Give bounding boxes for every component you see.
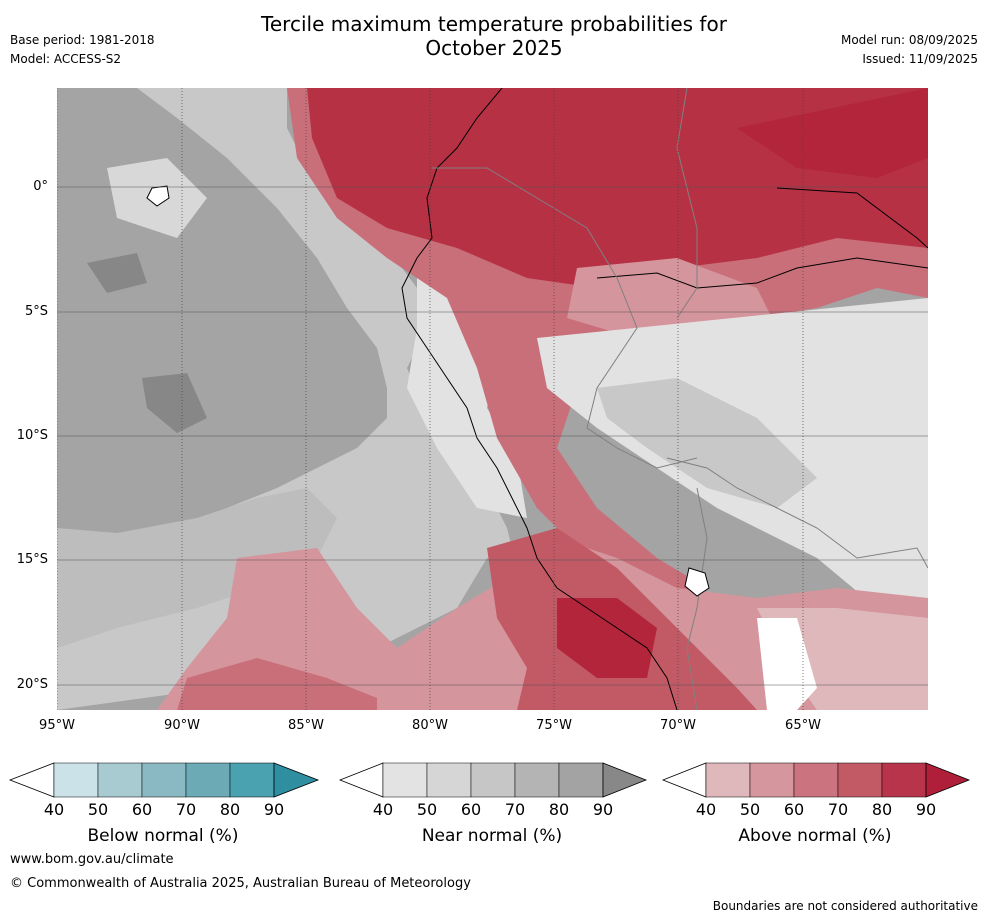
border-bolivia-brazil xyxy=(666,457,928,569)
colorbar-segment xyxy=(705,762,751,798)
colorbar-segment xyxy=(141,762,187,798)
colorbar-segment xyxy=(97,762,143,798)
colorbar-extend-high xyxy=(602,762,648,798)
lake-titicaca xyxy=(684,567,710,597)
lat-label-0: 0° xyxy=(33,179,48,194)
colorbar-label-below: Below normal (%) xyxy=(87,826,239,846)
border-bolivia-peru xyxy=(686,487,708,710)
river-amazon xyxy=(596,257,928,289)
colorbar-tick-label: 40 xyxy=(695,800,717,819)
colorbar-segment xyxy=(382,762,428,798)
footer-copyright: © Commonwealth of Australia 2025, Austra… xyxy=(10,876,471,891)
border-peru-ecuador xyxy=(432,167,698,469)
white-gap-region xyxy=(757,618,817,710)
lon-label-95w: 95°W xyxy=(39,718,75,733)
colorbar-segment xyxy=(53,762,99,798)
above-normal-amazon-region xyxy=(567,258,777,338)
lon-label-80w: 80°W xyxy=(412,718,448,733)
colorbar-extend-low xyxy=(661,762,707,798)
colorbar-near-normal xyxy=(338,762,648,798)
near-normal-coastal-region xyxy=(407,268,527,518)
colorbar-extend-high xyxy=(273,762,320,798)
colorbar-tick-label: 90 xyxy=(592,800,614,819)
above-normal-southwest-region xyxy=(177,658,377,710)
model-run: Model run: 08/09/2025 xyxy=(840,33,978,47)
colorbar-tick-label: 40 xyxy=(43,800,65,819)
above-normal-north-max-region xyxy=(737,88,928,178)
colorbar-segment xyxy=(749,762,795,798)
river-north xyxy=(776,187,928,249)
colorbar-tick-label: 60 xyxy=(131,800,153,819)
lat-label-20s: 20°S xyxy=(16,677,48,692)
colorbar-label-above: Above normal (%) xyxy=(738,826,892,846)
latitude-gridlines xyxy=(57,186,928,686)
lon-label-85w: 85°W xyxy=(288,718,324,733)
colorbar-extend-low xyxy=(338,762,384,798)
colorbar-segment xyxy=(793,762,839,798)
colorbar-tick-label: 90 xyxy=(263,800,285,819)
colorbar-tick-label: 50 xyxy=(739,800,761,819)
colorbar-segment xyxy=(185,762,231,798)
lat-label-5s: 5°S xyxy=(24,304,48,319)
issued-date: Issued: 11/09/2025 xyxy=(862,52,978,66)
colorbar-segment xyxy=(837,762,883,798)
footer-disclaimer: Boundaries are not considered authoritat… xyxy=(712,899,978,913)
footer-url: www.bom.gov.au/climate xyxy=(10,852,174,867)
title-line-2: October 2025 xyxy=(425,36,563,60)
above-normal-south-max-region xyxy=(557,598,657,678)
near-normal-dark-patch-2 xyxy=(142,373,207,433)
lon-label-90w: 90°W xyxy=(164,718,200,733)
lat-label-15s: 15°S xyxy=(16,552,48,567)
colorbar-tick-label: 50 xyxy=(87,800,109,819)
model-name: Model: ACCESS-S2 xyxy=(10,52,122,66)
colorbar-tick-label: 70 xyxy=(504,800,526,819)
colorbar-segment xyxy=(514,762,560,798)
lon-label-70w: 70°W xyxy=(660,718,696,733)
colorbar-segment xyxy=(426,762,472,798)
colorbar-label-near: Near normal (%) xyxy=(421,826,563,846)
colorbar-below-normal xyxy=(8,762,320,798)
lon-label-65w: 65°W xyxy=(785,718,821,733)
colorbar-tick-label: 80 xyxy=(871,800,893,819)
border-colombia-brazil xyxy=(676,88,698,319)
colorbars xyxy=(8,762,971,798)
galapagos-island xyxy=(146,185,170,207)
colorbar-tick-label: 40 xyxy=(372,800,394,819)
colorbar-tick-label: 70 xyxy=(175,800,197,819)
near-normal-south-region xyxy=(57,488,337,648)
colorbar-tick-label: 80 xyxy=(219,800,241,819)
title-line-1: Tercile maximum temperature probabilitie… xyxy=(261,12,727,36)
chart-title: Tercile maximum temperature probabilitie… xyxy=(0,12,988,60)
lon-label-75w: 75°W xyxy=(536,718,572,733)
base-period: Base period: 1981-2018 xyxy=(10,33,155,47)
probability-map xyxy=(57,88,928,710)
lat-label-10s: 10°S xyxy=(16,428,48,443)
colorbar-tick-label: 90 xyxy=(915,800,937,819)
colorbar-tick-label: 70 xyxy=(827,800,849,819)
colorbar-tick-label: 60 xyxy=(783,800,805,819)
colorbar-extend-low xyxy=(8,762,55,798)
colorbar-above-normal xyxy=(661,762,971,798)
colorbar-segment xyxy=(558,762,604,798)
colorbar-tick-label: 80 xyxy=(548,800,570,819)
near-normal-dark-patch-1 xyxy=(87,253,147,293)
colorbar-extend-high xyxy=(925,762,971,798)
colorbar-segment xyxy=(470,762,516,798)
colorbar-tick-label: 60 xyxy=(460,800,482,819)
colorbar-segment xyxy=(229,762,275,798)
colorbar-segment xyxy=(881,762,927,798)
near-normal-interior-mid-region xyxy=(597,378,817,508)
colorbar-tick-label: 50 xyxy=(416,800,438,819)
